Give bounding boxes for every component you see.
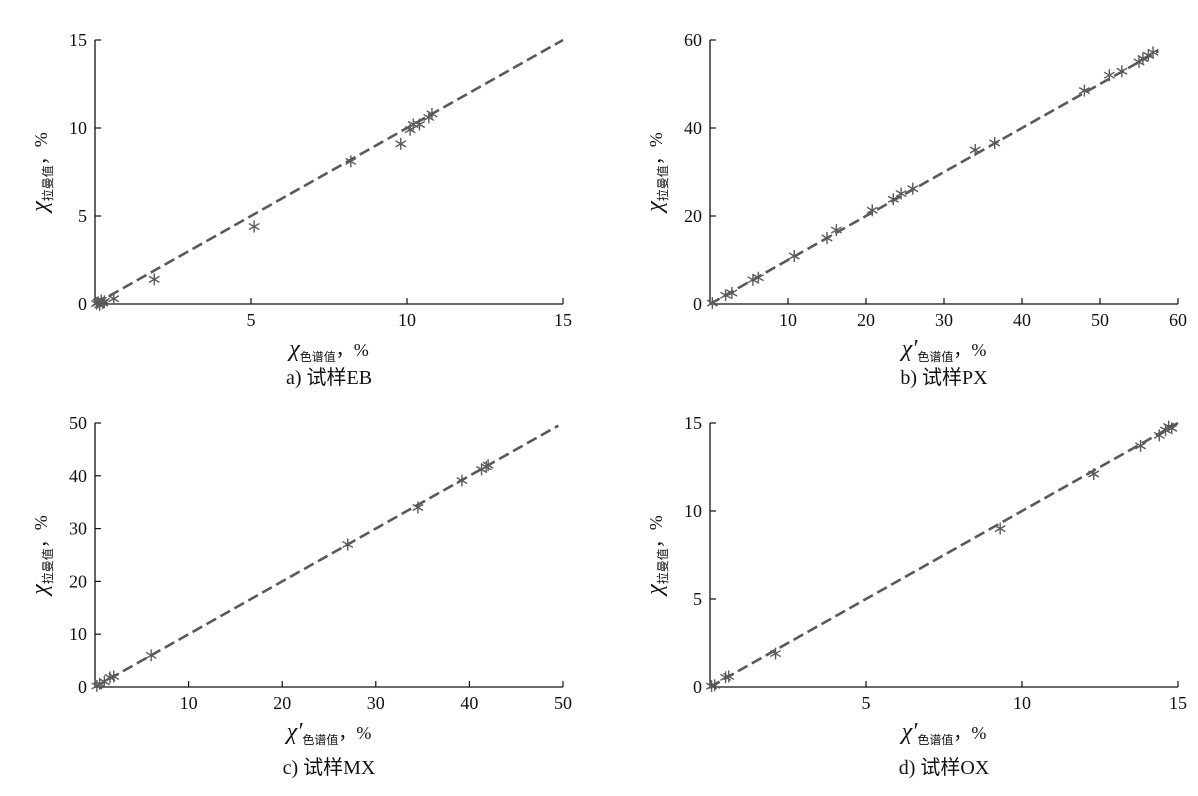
- data-point: [482, 459, 494, 472]
- data-point: [145, 649, 157, 662]
- panel-a-eb: 5 10 15 0 5 10 15 χ色谱值，% χ拉曼值，% a) 试样EB: [27, 30, 572, 389]
- fit-line: [94, 424, 559, 689]
- data-point: [97, 297, 109, 310]
- data-point: [108, 292, 120, 305]
- y-tick-label: 0: [693, 294, 702, 314]
- x-tick-label: 30: [367, 693, 385, 713]
- data-point: [752, 271, 764, 284]
- data-point: [456, 474, 468, 487]
- x-tick-label: 50: [1091, 310, 1109, 330]
- y-tick-label: 0: [78, 294, 87, 314]
- data-point: [1088, 468, 1100, 481]
- panel-caption: a) 试样EB: [286, 366, 372, 389]
- y-tick-label: 20: [684, 206, 702, 226]
- y-tick-label: 50: [69, 413, 87, 433]
- y-tick-label: 40: [69, 466, 87, 486]
- x-tick-label: 60: [1169, 310, 1187, 330]
- data-point: [866, 204, 878, 217]
- y-tick-label: 0: [693, 677, 702, 697]
- x-tick-label: 30: [935, 310, 953, 330]
- data-point: [769, 647, 782, 660]
- data-point: [1166, 422, 1178, 435]
- data-point: [821, 232, 833, 244]
- x-tick-label: 20: [273, 693, 291, 713]
- y-tick-label: 20: [69, 571, 87, 591]
- y-tick-label: 10: [69, 624, 87, 644]
- data-point: [747, 273, 759, 286]
- x-tick-label: 10: [779, 310, 797, 330]
- x-axis-label: χ′色谱值，%: [900, 719, 987, 747]
- y-tick-label: 40: [684, 118, 702, 138]
- x-tick-label: 40: [460, 693, 478, 713]
- y-tick-label: 60: [684, 30, 702, 50]
- panel-c-mx: 10 20 30 40 50 0 10 20 30 40 50 χ′色谱值，% χ拉曼值，% c) 试样M…: [27, 413, 572, 779]
- panel-caption: d) 试样OX: [899, 756, 990, 779]
- x-tick-label: 50: [554, 693, 572, 713]
- x-tick-label: 40: [1013, 310, 1031, 330]
- data-point: [723, 670, 735, 683]
- data-point: [426, 107, 438, 120]
- x-axis-label: χ′色谱值，%: [900, 336, 987, 364]
- x-axis-label: χ色谱值，%: [287, 336, 369, 364]
- panel-caption: c) 试样MX: [283, 756, 376, 779]
- y-tick-label: 5: [693, 589, 702, 609]
- fit-line: [709, 49, 1160, 306]
- data-point: [788, 250, 800, 263]
- data-point: [98, 675, 110, 688]
- y-tick-label: 10: [69, 118, 87, 138]
- fit-line: [709, 421, 1179, 689]
- data-point: [342, 538, 354, 551]
- fit-line: [94, 38, 564, 306]
- data-point: [706, 297, 718, 310]
- data-point: [1153, 429, 1165, 442]
- y-axis-label: χ拉曼值，%: [27, 515, 55, 597]
- data-point: [895, 187, 907, 200]
- data-point: [969, 144, 981, 156]
- y-tick-label: 0: [78, 677, 87, 697]
- data-point: [98, 295, 110, 308]
- x-tick-label: 10: [180, 693, 198, 713]
- y-tick-label: 15: [684, 413, 702, 433]
- x-tick-label: 20: [857, 310, 875, 330]
- panel-b-px: 10 20 30 40 50 60 0 20 40 60 χ′色谱值，% χ拉曼值，% b) 试样PX: [642, 30, 1187, 389]
- data-point: [887, 193, 899, 206]
- data-point: [395, 137, 407, 150]
- data-point: [1078, 84, 1090, 97]
- x-tick-label: 5: [247, 310, 256, 330]
- x-tick-label: 10: [1013, 693, 1031, 713]
- data-point: [412, 501, 424, 514]
- data-point: [108, 670, 120, 683]
- data-point: [907, 182, 919, 195]
- data-point: [994, 522, 1006, 535]
- data-point: [413, 118, 426, 131]
- data-point: [1103, 69, 1115, 82]
- data-point: [726, 287, 738, 299]
- x-tick-label: 10: [398, 310, 416, 330]
- x-tick-label: 5: [862, 693, 871, 713]
- data-point: [989, 136, 1001, 149]
- data-point: [1134, 439, 1147, 452]
- y-tick-label: 10: [684, 501, 702, 521]
- x-tick-label: 15: [554, 310, 572, 330]
- panel-caption: b) 试样PX: [900, 366, 988, 389]
- data-point: [830, 224, 842, 237]
- data-point: [709, 679, 721, 692]
- y-axis-label: χ拉曼值，%: [642, 515, 670, 597]
- y-axis-label: χ拉曼值，%: [27, 132, 55, 214]
- data-point: [345, 155, 357, 168]
- y-tick-label: 15: [69, 30, 87, 50]
- data-point: [1116, 65, 1128, 78]
- y-tick-label: 5: [78, 206, 87, 226]
- data-point: [1147, 46, 1159, 59]
- x-axis-label: χ′色谱值，%: [285, 719, 372, 747]
- panel-d-ox: 5 10 15 0 5 10 15 χ′色谱值，% χ拉曼值，% d) 试样OX: [642, 413, 1187, 779]
- data-point: [720, 289, 732, 302]
- data-point: [248, 220, 260, 233]
- x-tick-label: 15: [1169, 693, 1187, 713]
- y-axis-label: χ拉曼值，%: [642, 132, 670, 214]
- data-point: [148, 273, 160, 286]
- y-tick-label: 30: [69, 519, 87, 539]
